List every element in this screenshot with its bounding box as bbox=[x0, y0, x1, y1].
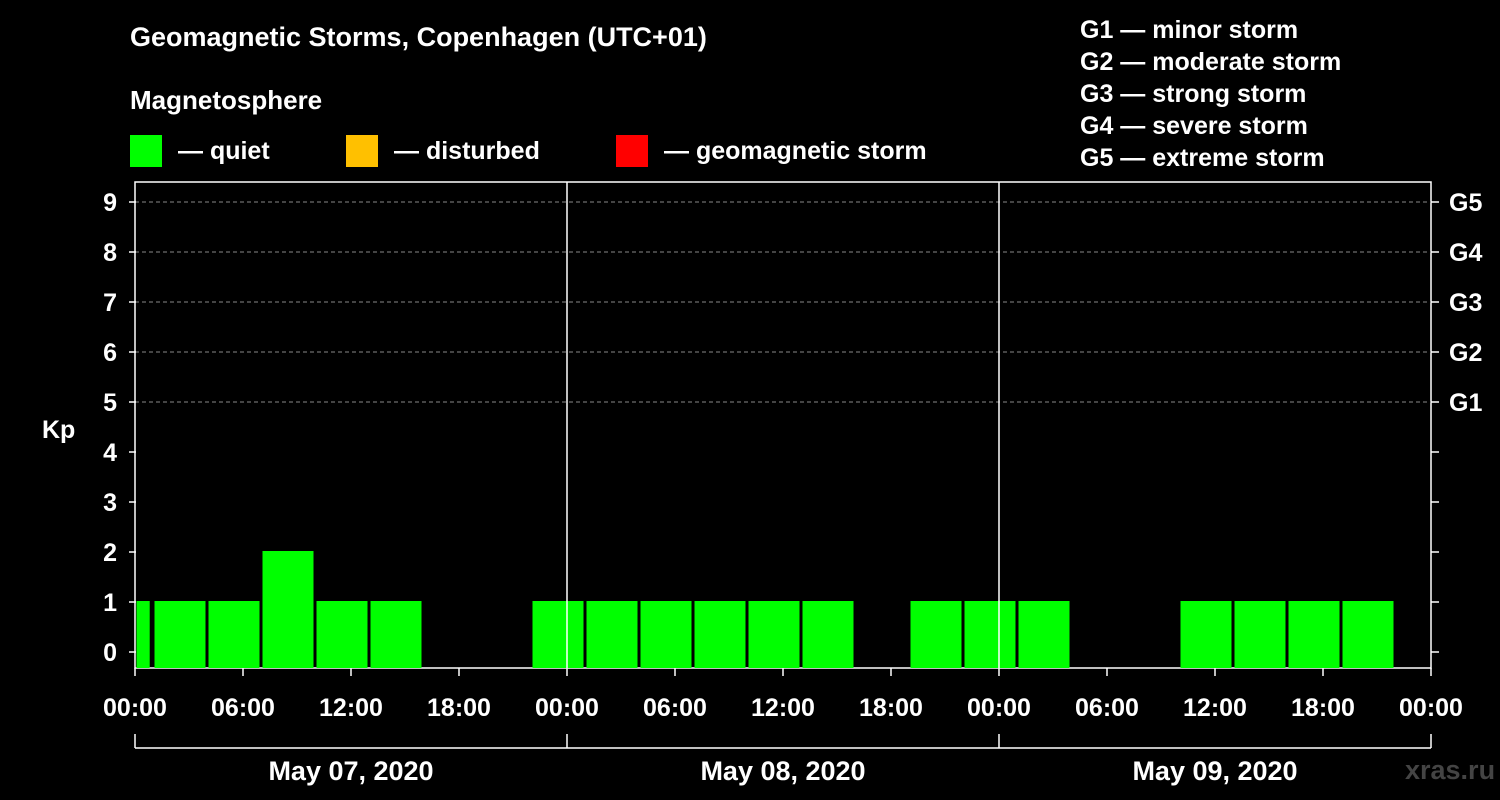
legend-label-quiet: — quiet bbox=[178, 136, 270, 165]
day-label-1: May 08, 2020 bbox=[700, 756, 865, 786]
x-tick-label-3: 18:00 bbox=[427, 694, 491, 722]
kp-bar-3 bbox=[262, 551, 314, 668]
y-tick-label-6: 6 bbox=[103, 339, 117, 367]
g-scale-item: G5 — extreme storm bbox=[1080, 144, 1325, 172]
kp-bar-8 bbox=[532, 601, 584, 668]
kp-bar-2 bbox=[208, 601, 260, 668]
kp-bar-5 bbox=[370, 601, 422, 668]
kp-bar-16 bbox=[964, 601, 1016, 668]
y-tick-label-1: 1 bbox=[103, 589, 117, 617]
y-tick-label-8: 8 bbox=[103, 239, 117, 267]
y-tick-label-3: 3 bbox=[103, 489, 117, 517]
chart-title: Geomagnetic Storms, Copenhagen (UTC+01) bbox=[130, 22, 707, 52]
kp-bar-12 bbox=[748, 601, 800, 668]
x-tick-label-12: 00:00 bbox=[1399, 694, 1463, 722]
g-level-label-g3: G3 bbox=[1449, 289, 1482, 317]
legend-swatch-quiet bbox=[130, 135, 162, 167]
y-tick-label-4: 4 bbox=[103, 439, 117, 467]
x-tick-label-10: 12:00 bbox=[1183, 694, 1247, 722]
kp-bar-23 bbox=[1342, 601, 1394, 668]
legend-label-storm: — geomagnetic storm bbox=[664, 136, 927, 165]
y-tick-label-9: 9 bbox=[103, 189, 117, 217]
legend-item-quiet: — quiet bbox=[130, 135, 270, 167]
x-tick-label-1: 06:00 bbox=[211, 694, 275, 722]
kp-bar-9 bbox=[586, 601, 638, 668]
g-level-label-g2: G2 bbox=[1449, 339, 1482, 367]
g-scale-item: G2 — moderate storm bbox=[1080, 48, 1342, 76]
legend-item-storm: — geomagnetic storm bbox=[616, 135, 927, 167]
legend-item-disturbed: — disturbed bbox=[346, 135, 540, 167]
g-scale-item: G3 — strong storm bbox=[1080, 80, 1307, 108]
kp-bar-20 bbox=[1180, 601, 1232, 668]
kp-bar-22 bbox=[1288, 601, 1340, 668]
legend-swatch-storm bbox=[616, 135, 648, 167]
day-label-2: May 09, 2020 bbox=[1132, 756, 1297, 786]
x-tick-label-9: 06:00 bbox=[1075, 694, 1139, 722]
y-tick-label-5: 5 bbox=[103, 389, 117, 417]
y-tick-label-0: 0 bbox=[103, 639, 117, 667]
kp-bar-10 bbox=[640, 601, 692, 668]
g-level-label-g1: G1 bbox=[1449, 389, 1482, 417]
x-tick-label-7: 18:00 bbox=[859, 694, 923, 722]
x-tick-label-2: 12:00 bbox=[319, 694, 383, 722]
kp-bar-17 bbox=[1018, 601, 1070, 668]
x-tick-label-8: 00:00 bbox=[967, 694, 1031, 722]
kp-bar-13 bbox=[802, 601, 854, 668]
y-tick-label-7: 7 bbox=[103, 289, 117, 317]
g-scale-item: G4 — severe storm bbox=[1080, 112, 1308, 140]
kp-bar-1 bbox=[154, 601, 206, 668]
legend-label-disturbed: — disturbed bbox=[394, 136, 540, 165]
x-tick-label-11: 18:00 bbox=[1291, 694, 1355, 722]
g-level-label-g4: G4 bbox=[1449, 239, 1482, 267]
watermark: xras.ru bbox=[1405, 755, 1496, 785]
x-tick-label-0: 00:00 bbox=[103, 694, 167, 722]
kp-bar-0 bbox=[136, 601, 150, 668]
kp-bar-21 bbox=[1234, 601, 1286, 668]
g-scale-legend: G1 — minor storm G2 — moderate storm G3 … bbox=[1080, 14, 1341, 174]
g-level-label-g5: G5 bbox=[1449, 189, 1482, 217]
kp-bar-15 bbox=[910, 601, 962, 668]
kp-bar-11 bbox=[694, 601, 746, 668]
x-tick-label-4: 00:00 bbox=[535, 694, 599, 722]
x-tick-label-6: 12:00 bbox=[751, 694, 815, 722]
legend-swatch-disturbed bbox=[346, 135, 378, 167]
day-label-0: May 07, 2020 bbox=[268, 756, 433, 786]
kp-bar-4 bbox=[316, 601, 368, 668]
chart-subtitle: Magnetosphere bbox=[130, 85, 323, 115]
y-tick-label-2: 2 bbox=[103, 539, 117, 567]
g-scale-item: G1 — minor storm bbox=[1080, 16, 1299, 44]
plot-frame bbox=[134, 181, 1432, 669]
y-axis-label: Kp bbox=[42, 416, 75, 444]
x-tick-label-5: 06:00 bbox=[643, 694, 707, 722]
